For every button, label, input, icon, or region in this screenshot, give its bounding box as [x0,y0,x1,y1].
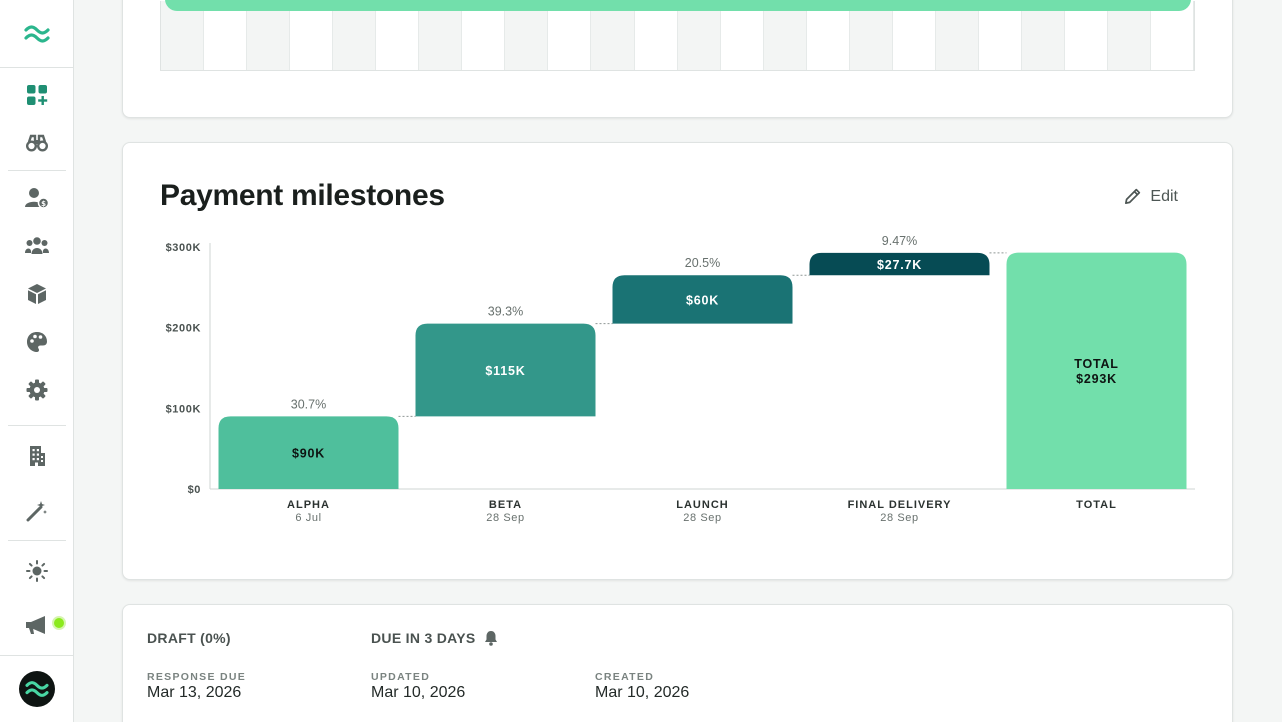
created-label: CREATED [595,671,655,683]
wave-logo-icon [24,24,50,43]
sidebar-divider [8,425,66,426]
response-due-label: RESPONSE DUE [147,671,247,683]
y-tick-label: $0 [188,484,201,496]
gear-icon [26,379,48,401]
category-label: LAUNCH [676,499,728,511]
sun-icon [26,560,48,582]
draft-status: DRAFT (0%) [147,630,231,646]
building-icon [30,446,45,466]
people-icon [25,237,49,254]
sidebar-item-magic[interactable] [22,496,52,526]
updated-value: Mar 10, 2026 [371,684,466,701]
sidebar-item-theme[interactable] [22,556,52,586]
updated-label: UPDATED [371,671,431,683]
category-date-label: 6 Jul [295,512,321,524]
user-dollar-icon: $ [25,188,49,209]
category-date-label: 28 Sep [683,512,721,524]
milestone-bar [218,416,399,489]
category-label: ALPHA [287,499,330,511]
milestone-bar [415,323,596,417]
bell-icon[interactable] [484,630,498,646]
response-due-value: Mar 13, 2026 [147,684,242,701]
due-status: DUE IN 3 DAYS [371,630,498,646]
cube-icon [28,284,46,304]
milestone-bar [612,275,793,324]
bar-value-label: $293K [1076,372,1117,386]
pencil-icon [1125,188,1141,205]
sidebar-footer [0,655,74,722]
sidebar-item-company[interactable] [22,441,52,471]
sidebar-item-announcements[interactable] [22,610,52,640]
sidebar-item-branding[interactable] [22,327,52,357]
bar-percent-label: 39.3% [488,305,523,319]
bar-value-label: $90K [292,447,325,461]
sidebar-item-settings[interactable] [22,375,52,405]
bar-percent-label: 30.7% [291,397,326,411]
payment-milestones-card: $0 $100K $200K $300K $90K 30.7% ALPHA 6 Jul $115… [122,142,1233,580]
magic-wand-icon [26,501,47,522]
notification-dot [52,616,66,630]
bar-value-label: $115K [485,364,525,378]
sidebar: $ [0,0,74,722]
sidebar-item-team[interactable] [22,231,52,261]
sidebar-item-products[interactable] [22,279,52,309]
total-bar [1006,252,1187,489]
bar-value-label: $60K [686,293,719,307]
status-card: DRAFT (0%) DUE IN 3 DAYS RESPONSE DUE Ma… [122,604,1233,722]
bar-value-label: $27.7K [877,258,922,272]
timeline-grid [160,1,1195,71]
y-tick-label: $200K [166,323,201,335]
edit-label: Edit [1150,187,1178,205]
sidebar-item-clients[interactable]: $ [22,183,52,213]
page-title: Payment milestones [160,179,445,212]
grid-plus-icon [27,85,48,105]
binoculars-icon [26,134,48,152]
category-label: FINAL DELIVERY [848,499,952,511]
bar-percent-label: 9.47% [882,234,917,248]
sidebar-item-explore[interactable] [22,128,52,158]
timeline-bar[interactable] [165,0,1191,11]
category-label: TOTAL [1076,499,1117,511]
y-tick-label: $300K [166,242,201,254]
y-tick-label: $100K [166,403,201,415]
sidebar-divider [8,540,66,541]
category-date-label: 28 Sep [486,512,524,524]
megaphone-icon [26,616,45,634]
avatar[interactable] [19,671,55,707]
app-logo[interactable] [0,0,74,68]
created-value: Mar 10, 2026 [595,684,690,701]
timeline-card [122,0,1233,118]
bar-percent-label: 20.5% [685,256,720,270]
edit-button[interactable]: Edit [1123,187,1178,206]
category-label: BETA [489,499,522,511]
due-label: DUE IN 3 DAYS [371,630,476,646]
palette-icon [27,332,47,352]
sidebar-item-dashboard[interactable] [22,80,52,110]
category-date-label: 28 Sep [880,512,918,524]
wave-logo-icon [25,681,49,697]
total-bar-label: TOTAL [1074,357,1119,371]
svg-text:$: $ [41,200,46,208]
sidebar-divider [8,170,66,171]
milestone-bar [809,252,990,276]
